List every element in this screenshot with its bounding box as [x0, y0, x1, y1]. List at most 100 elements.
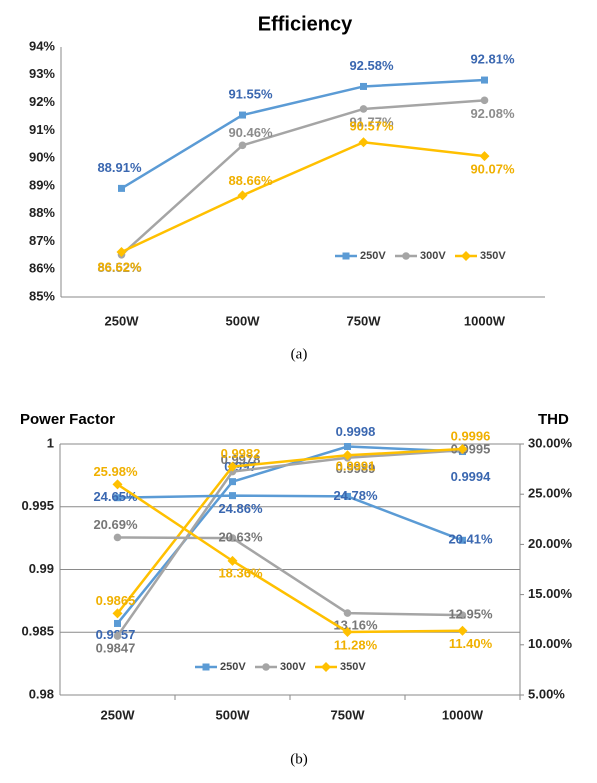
- y2-tick-label: 25.00%: [528, 486, 573, 501]
- data-point: [479, 151, 490, 162]
- data-point: [458, 611, 467, 619]
- data-label: 20.41%: [448, 532, 493, 547]
- y-tick-label: 0.98: [29, 686, 54, 701]
- data-label: 20.63%: [218, 530, 263, 545]
- y2-tick-label: 15.00%: [528, 586, 573, 601]
- y-tick-label: 1: [47, 435, 54, 450]
- data-label: 20.69%: [93, 517, 138, 532]
- data-point: [116, 247, 127, 257]
- y2-tick-label: 20.00%: [528, 536, 573, 551]
- legend-marker: [202, 663, 210, 671]
- data-label: 90.46%: [228, 125, 273, 140]
- legend-label: 350V: [340, 661, 366, 673]
- data-label: 88.66%: [228, 173, 273, 188]
- legend-marker: [321, 662, 331, 672]
- legend-label: 350V: [480, 250, 506, 262]
- x-tick-label: 500W: [216, 707, 251, 722]
- y-tick-label: 94%: [29, 38, 55, 53]
- data-label: 11.40%: [449, 636, 493, 651]
- data-point: [480, 96, 489, 105]
- data-point: [358, 137, 369, 148]
- data-label: 91.77%: [349, 114, 394, 129]
- data-point: [237, 190, 248, 201]
- data-label: 92.81%: [470, 51, 515, 66]
- data-point: [113, 533, 122, 542]
- y2-tick-label: 5.00%: [528, 686, 565, 701]
- data-point: [481, 76, 488, 84]
- y2-tick-label: 10.00%: [528, 636, 573, 651]
- data-point: [227, 555, 238, 566]
- series-line: [116, 483, 463, 634]
- x-tick-label: 1000W: [442, 707, 484, 722]
- series-line: [116, 447, 463, 615]
- data-point: [457, 625, 468, 636]
- legend-label: 300V: [420, 250, 446, 262]
- data-label: 88.91%: [97, 160, 142, 175]
- data-label: 0.9998: [336, 424, 376, 439]
- y-tick-label: 0.985: [21, 624, 54, 639]
- y-tick-label: 93%: [29, 66, 55, 81]
- data-label: 86.52%: [97, 260, 142, 275]
- y-tick-label: 91%: [29, 122, 55, 137]
- data-point: [459, 536, 466, 544]
- data-label: 0.9996: [451, 428, 491, 443]
- data-label: 25.98%: [93, 464, 138, 479]
- data-label: 12.95%: [448, 607, 493, 622]
- data-point: [118, 184, 125, 192]
- data-label: 18.36%: [218, 565, 263, 580]
- data-point: [342, 626, 353, 637]
- series-line: [116, 449, 463, 637]
- legend-marker: [342, 252, 350, 260]
- data-point: [112, 608, 123, 619]
- series-line: [120, 78, 485, 190]
- legend-marker: [402, 252, 410, 260]
- data-point: [229, 492, 236, 500]
- legend-label: 250V: [360, 250, 386, 262]
- data-point: [113, 632, 122, 640]
- data-label: 11.28%: [334, 637, 378, 652]
- data-point: [342, 450, 353, 461]
- data-label: 24.86%: [218, 501, 263, 516]
- data-label: 24.78%: [333, 488, 378, 503]
- series-line: [120, 140, 485, 254]
- x-tick-label: 250W: [105, 313, 140, 328]
- x-tick-label: 500W: [226, 313, 261, 328]
- y-tick-label: 0.99: [29, 561, 54, 576]
- data-point: [359, 105, 368, 113]
- data-point: [344, 492, 351, 500]
- y-tick-label: 86%: [29, 261, 55, 276]
- data-label: 0.9995: [451, 442, 491, 457]
- data-point: [360, 82, 367, 90]
- data-point: [344, 443, 351, 451]
- legend-label: 300V: [280, 661, 306, 673]
- data-label: 13.16%: [333, 618, 378, 633]
- data-point: [114, 619, 121, 627]
- y-tick-label: 90%: [29, 150, 55, 165]
- legend-marker: [262, 663, 270, 671]
- data-label: 90.57%: [349, 119, 394, 134]
- y-tick-label: 92%: [29, 94, 55, 109]
- data-point: [239, 111, 246, 119]
- series-line: [120, 99, 485, 256]
- data-point: [457, 444, 468, 455]
- series-line: [117, 536, 463, 617]
- data-label: 24.65%: [93, 489, 138, 504]
- data-point: [112, 479, 123, 490]
- y-tick-label: 0.995: [21, 498, 54, 513]
- y-tick-label: 89%: [29, 177, 55, 192]
- data-label: 91.55%: [228, 86, 273, 101]
- data-point: [228, 534, 237, 542]
- data-label: 86.62%: [97, 259, 142, 274]
- y-axis-title: Power Factor: [20, 411, 115, 428]
- legend-marker: [461, 251, 471, 261]
- y-tick-label: 88%: [29, 205, 55, 220]
- y2-axis-title: THD: [538, 411, 569, 428]
- series-line: [117, 494, 463, 542]
- data-label: 92.08%: [470, 106, 515, 121]
- legend-label: 250V: [220, 661, 246, 673]
- y-tick-label: 85%: [29, 288, 55, 303]
- data-point: [238, 141, 247, 150]
- data-label: 92.58%: [349, 58, 394, 73]
- data-point: [227, 461, 238, 472]
